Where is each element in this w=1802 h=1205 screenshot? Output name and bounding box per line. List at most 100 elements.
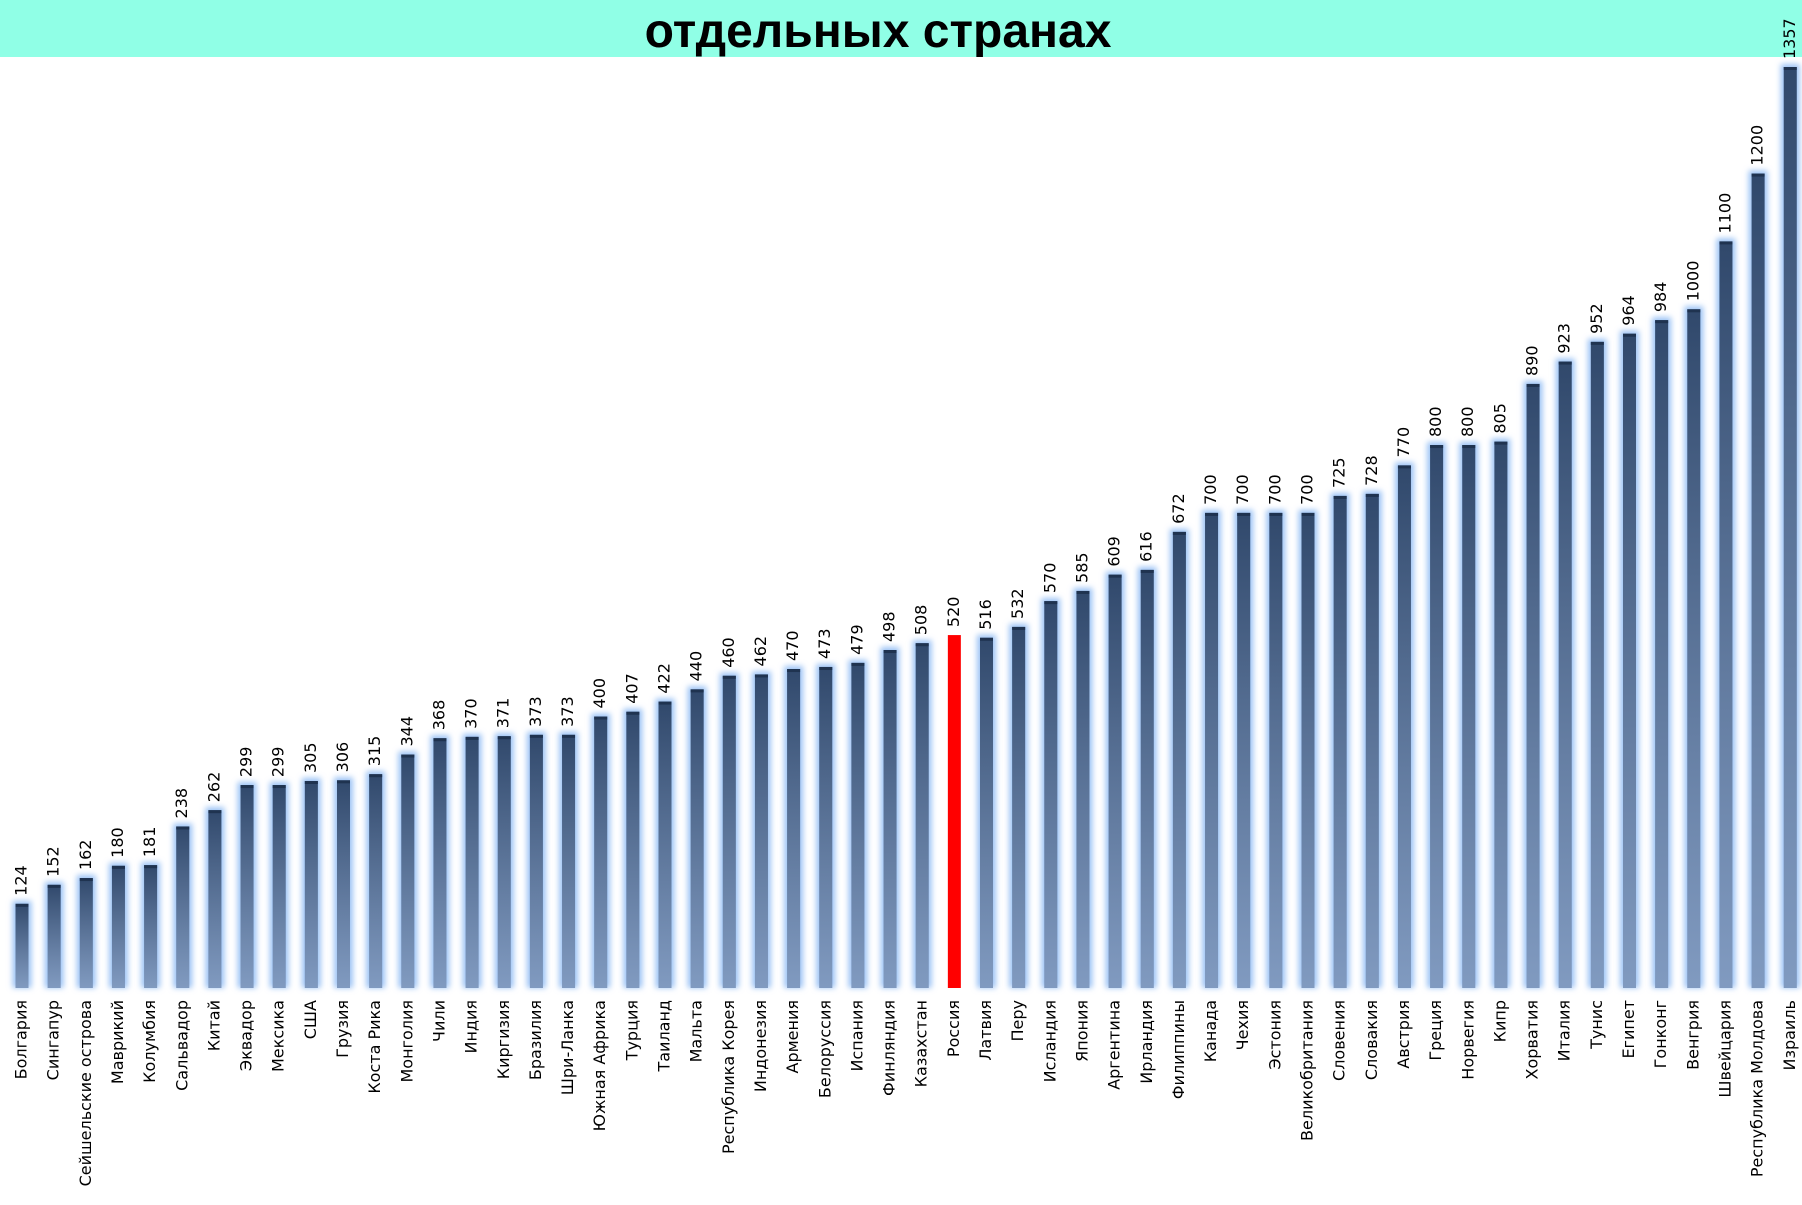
x-tick-label: Индонезия — [751, 1000, 770, 1092]
value-label: 700 — [1298, 474, 1317, 505]
bar-cap — [497, 736, 511, 740]
bar-shade — [1494, 441, 1508, 989]
value-label: 315 — [365, 736, 384, 767]
x-tick-label: Болгария — [12, 1000, 31, 1079]
bar-cap — [1108, 574, 1122, 578]
value-label: 462 — [751, 636, 770, 667]
bar-cap — [1269, 512, 1283, 516]
bar-shade — [1237, 512, 1251, 988]
x-tick-label: Республика Молдова — [1748, 1000, 1767, 1177]
bar-shade — [15, 903, 29, 988]
x-tick-label: Колумбия — [140, 1000, 159, 1083]
x-tick-label: Канада — [1201, 1000, 1220, 1062]
value-label: 616 — [1137, 531, 1156, 562]
value-label: 700 — [1233, 474, 1252, 505]
x-tick-label: Киргизия — [494, 1000, 513, 1079]
bar-cap — [401, 754, 415, 758]
bar-shade — [144, 865, 158, 988]
bar-shade — [1076, 590, 1090, 988]
value-label: 805 — [1490, 403, 1509, 434]
bar-shade — [240, 785, 254, 988]
x-tick-label: Казахстан — [912, 1000, 931, 1087]
bar-cap — [111, 865, 125, 869]
value-label: 1200 — [1748, 125, 1767, 166]
bar-cap — [1430, 445, 1444, 449]
value-label: 373 — [558, 696, 577, 727]
value-label: 299 — [237, 747, 256, 778]
bar-cap — [1012, 626, 1026, 630]
value-label: 520 — [944, 597, 963, 628]
bar-shade — [1205, 512, 1219, 988]
value-label: 964 — [1619, 295, 1638, 326]
bar-cap — [465, 736, 479, 740]
x-tick-label: Чили — [429, 1000, 448, 1042]
x-tick-label: Мальта — [687, 1000, 706, 1062]
value-label: 1357 — [1780, 18, 1799, 59]
x-tick-label: Перу — [1008, 1000, 1027, 1042]
title-band — [0, 0, 1802, 57]
bar-cap — [851, 662, 865, 666]
x-tick-label: Бразилия — [526, 1000, 545, 1080]
value-label: 728 — [1362, 455, 1381, 486]
x-tick-label: Швейцария — [1715, 1000, 1734, 1098]
bar-shade — [1012, 626, 1026, 988]
bar-shade — [304, 780, 318, 988]
bar-cap — [980, 637, 993, 641]
bar-cap — [1783, 67, 1797, 70]
bar-cap — [1140, 569, 1154, 573]
value-label: 800 — [1458, 406, 1477, 437]
x-tick-label: Маврикий — [108, 1000, 127, 1084]
x-tick-label: Республика Корея — [719, 1000, 738, 1154]
bar-cap — [433, 738, 447, 742]
x-tick-label: Испания — [847, 1000, 866, 1072]
bar-shade — [562, 734, 576, 988]
value-label: 407 — [622, 673, 641, 704]
x-tick-label: Аргентина — [1105, 1000, 1124, 1090]
bar-cap — [369, 774, 383, 778]
value-label: 1100 — [1715, 193, 1734, 234]
bar-cap — [79, 878, 93, 882]
x-tick-label: Хорватия — [1523, 1000, 1542, 1079]
value-label: 181 — [140, 827, 159, 858]
x-tick-label: Австрия — [1394, 1000, 1413, 1069]
value-label: 440 — [687, 651, 706, 682]
bar-shade — [1687, 309, 1701, 988]
bar-cap — [787, 669, 801, 673]
x-tick-label: Греция — [1426, 1000, 1445, 1061]
bar-cap — [47, 884, 61, 888]
bar-shade — [529, 734, 543, 988]
x-tick-label: Сальвадор — [172, 1000, 191, 1091]
x-tick-label: Коста Рика — [365, 1000, 384, 1094]
x-tick-label: Ирландия — [1137, 1000, 1156, 1084]
bar-shade — [79, 878, 93, 988]
bar-cap — [1751, 173, 1765, 177]
x-tick-label: Израиль — [1780, 1000, 1799, 1071]
x-tick-label: Италия — [1555, 1000, 1574, 1061]
value-label: 609 — [1105, 536, 1124, 567]
x-tick-label: Белоруссия — [815, 1000, 834, 1098]
bar-cap — [272, 785, 286, 789]
bar-shade — [1558, 361, 1572, 988]
value-label: 152 — [44, 846, 63, 877]
bar-cap — [819, 666, 833, 670]
value-label: 368 — [429, 700, 448, 731]
value-label: 585 — [1072, 552, 1091, 583]
x-tick-label: Сингапур — [44, 1000, 63, 1080]
x-tick-label: Исландия — [1040, 1000, 1059, 1082]
x-tick-label: Египет — [1619, 1000, 1638, 1059]
bar-cap — [562, 734, 576, 738]
value-label: 1000 — [1683, 261, 1702, 302]
x-tick-label: Сейшельские острова — [76, 1000, 95, 1186]
bar-cap — [1687, 309, 1701, 313]
value-label: 700 — [1201, 474, 1220, 505]
bar-cap — [1205, 512, 1219, 516]
x-tick-label: Турция — [622, 1000, 641, 1061]
bar-shade — [337, 780, 350, 988]
x-tick-label: Латвия — [976, 1000, 995, 1061]
x-tick-label: Япония — [1072, 1000, 1091, 1062]
bar-shade — [1044, 601, 1058, 988]
bar-cap — [594, 716, 608, 720]
bar-cap — [626, 711, 640, 715]
bar-shade — [1333, 495, 1347, 988]
bar-shade — [722, 675, 736, 988]
